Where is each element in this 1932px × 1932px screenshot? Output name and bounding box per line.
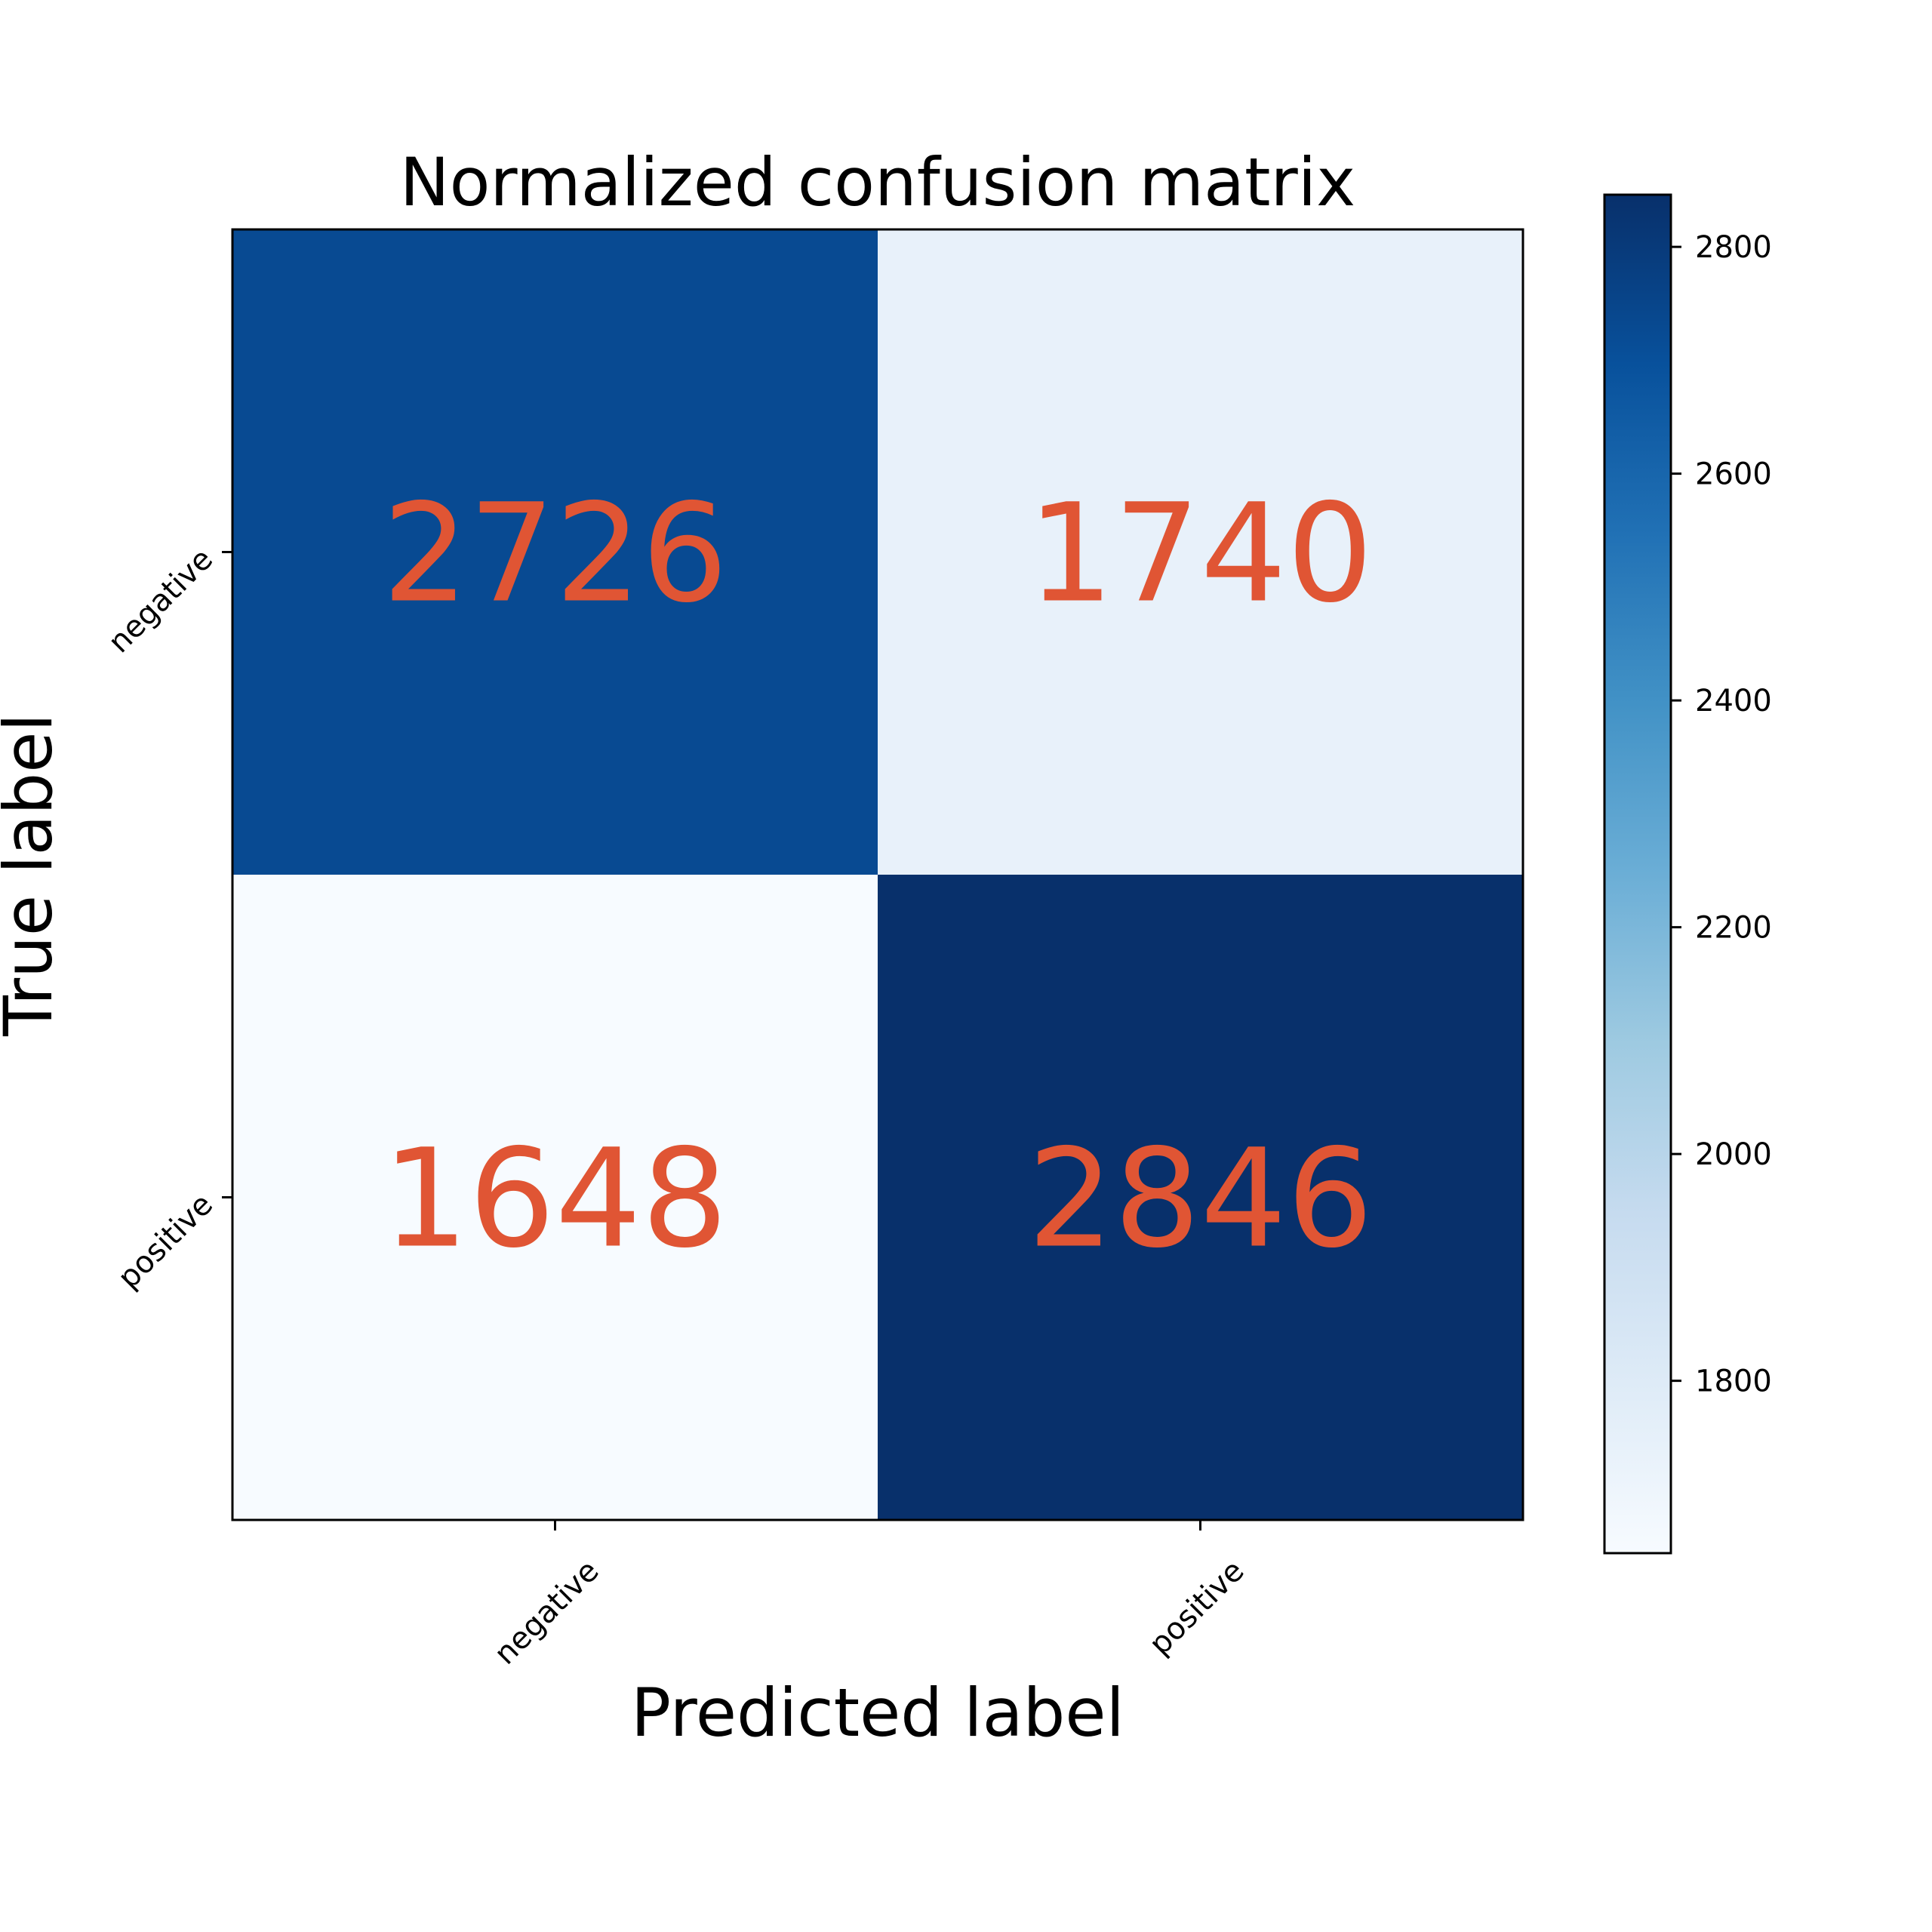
x-axis-ticks: negative positive (488, 1520, 1251, 1672)
heatmap-cell-positive-negative (232, 875, 878, 1521)
colorbar-tick-label: 2400 (1695, 684, 1772, 718)
plot-frame (231, 228, 1524, 1521)
heatmap-cell-positive-positive (878, 875, 1524, 1521)
heatmap-cells (232, 229, 1524, 1521)
colorbar-tick-label: 2800 (1695, 230, 1772, 265)
colorbar-ticks: 1800 2000 2200 2400 2600 2800 (1671, 230, 1772, 1399)
x-tick-label: negative (488, 1554, 605, 1672)
cell-value-label: 2726 (382, 475, 728, 633)
colorbar-tick-label: 2000 (1695, 1137, 1772, 1172)
heatmap-cell-negative-positive (878, 229, 1524, 875)
x-tick-label: positive (1143, 1554, 1251, 1662)
y-tick-label: positive (112, 1187, 220, 1295)
cell-value-label: 1740 (1027, 475, 1373, 633)
colorbar-tick-label: 1800 (1695, 1364, 1772, 1399)
y-axis-label: True label (0, 713, 67, 1037)
chart-title: Normalized confusion matrix (400, 143, 1356, 221)
cell-annotations: 2726 1740 1648 2846 (382, 475, 1373, 1278)
colorbar-tick-label: 2600 (1695, 457, 1772, 492)
colorbar-tick-label: 2200 (1695, 911, 1772, 946)
y-tick-label: negative (102, 542, 220, 660)
y-axis-ticks: negative positive (102, 542, 232, 1296)
cell-value-label: 1648 (382, 1121, 728, 1278)
cell-value-label: 2846 (1027, 1121, 1373, 1278)
x-axis-label: Predicted label (631, 1674, 1124, 1752)
heatmap-cell-negative-negative (232, 229, 878, 875)
colorbar (1603, 193, 1672, 1555)
